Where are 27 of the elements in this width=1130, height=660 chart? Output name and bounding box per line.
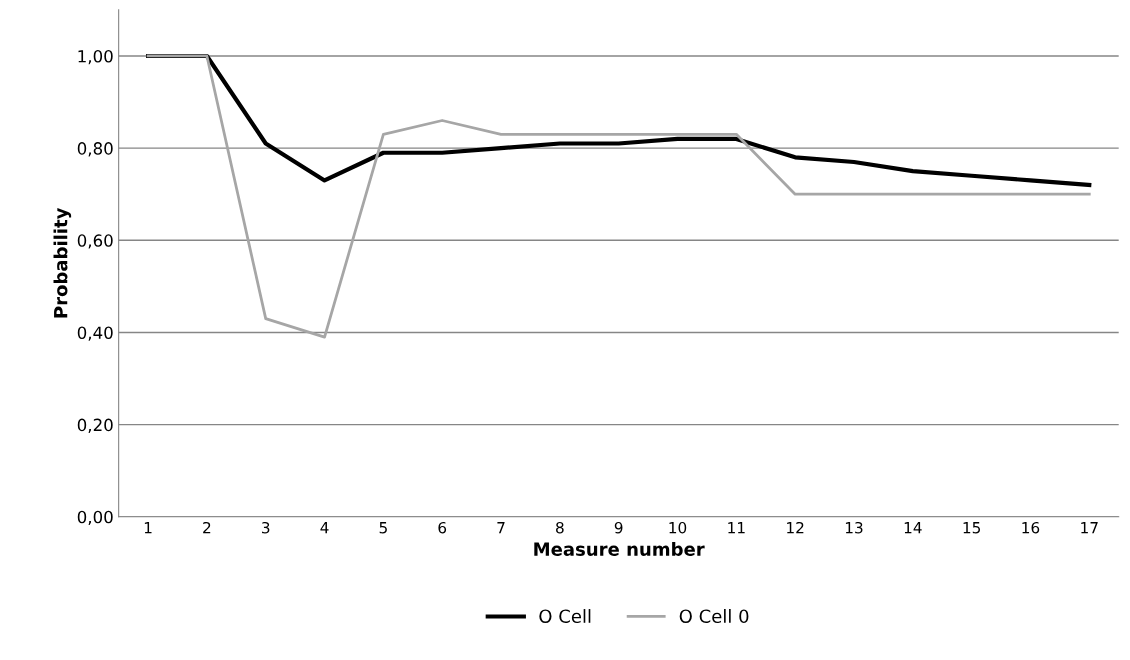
x-tick-label: 4 [320,522,329,534]
x-tick-label: 7 [497,522,505,534]
x-axis-title: Measure number [534,541,705,556]
x-tick-label: 9 [614,521,623,534]
y-tick-label: 0,20 [77,418,113,433]
legend-label: O Cell [539,609,591,624]
legend-label: O Cell 0 [679,609,749,624]
x-tick-label: 5 [379,522,387,534]
x-tick-label: 11 [728,522,745,534]
x-tick-label: 17 [1081,522,1098,534]
x-tick-label: 13 [845,521,863,534]
x-tick-label: 6 [438,521,447,534]
x-tick-label: 3 [262,521,270,534]
x-tick-label: 2 [203,521,211,534]
x-tick-label: 1 [144,522,152,534]
y-tick-label: 0,00 [77,510,113,526]
y-axis-title: Probability [53,207,72,318]
y-tick-label: 0,80 [77,142,113,157]
x-tick-label: 12 [787,521,804,534]
x-tick-label: 16 [1022,521,1040,534]
x-tick-label: 15 [963,522,981,534]
x-tick-label: 14 [904,522,922,534]
y-tick-label: 0,40 [77,326,113,341]
x-tick-label: 10 [669,521,687,534]
y-tick-label: 1,00 [78,49,113,65]
x-tick-label: 8 [556,521,564,534]
y-tick-label: 0,60 [77,234,113,249]
